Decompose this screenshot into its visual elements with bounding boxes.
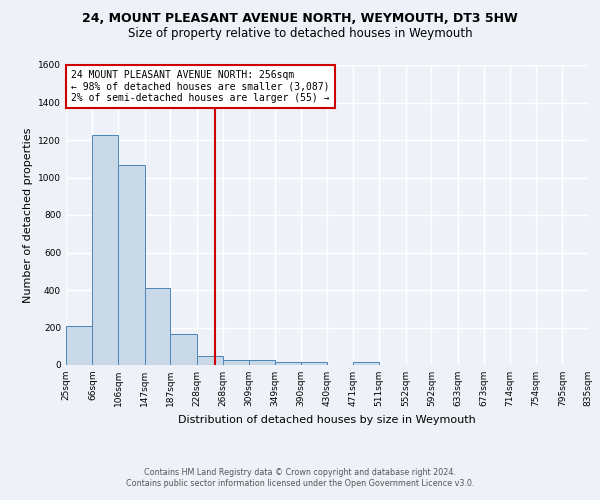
Bar bbox=[353, 362, 379, 365]
Bar bbox=[118, 165, 145, 365]
Bar bbox=[145, 288, 170, 365]
Text: Size of property relative to detached houses in Weymouth: Size of property relative to detached ho… bbox=[128, 28, 472, 40]
Y-axis label: Number of detached properties: Number of detached properties bbox=[23, 128, 32, 302]
Bar bbox=[66, 326, 92, 365]
X-axis label: Distribution of detached houses by size in Weymouth: Distribution of detached houses by size … bbox=[178, 414, 476, 424]
Bar bbox=[197, 356, 223, 365]
Bar bbox=[170, 334, 197, 365]
Bar bbox=[223, 360, 249, 365]
Bar bbox=[301, 362, 327, 365]
Bar bbox=[92, 134, 118, 365]
Text: 24 MOUNT PLEASANT AVENUE NORTH: 256sqm
← 98% of detached houses are smaller (3,0: 24 MOUNT PLEASANT AVENUE NORTH: 256sqm ←… bbox=[71, 70, 330, 102]
Bar bbox=[249, 360, 275, 365]
Text: 24, MOUNT PLEASANT AVENUE NORTH, WEYMOUTH, DT3 5HW: 24, MOUNT PLEASANT AVENUE NORTH, WEYMOUT… bbox=[82, 12, 518, 26]
Text: Contains HM Land Registry data © Crown copyright and database right 2024.
Contai: Contains HM Land Registry data © Crown c… bbox=[126, 468, 474, 487]
Bar bbox=[275, 362, 301, 365]
